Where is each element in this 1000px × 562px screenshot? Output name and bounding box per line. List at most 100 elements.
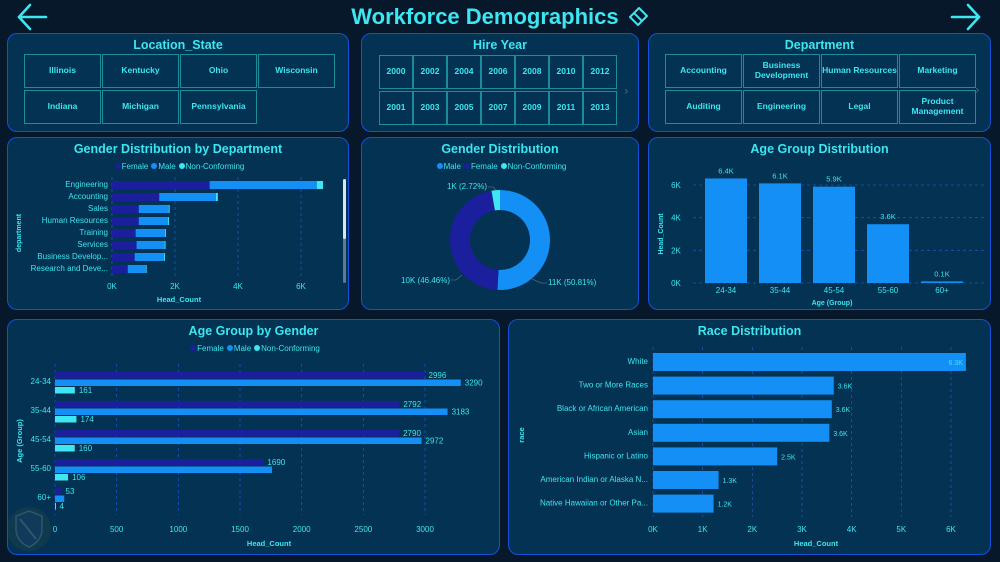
- bar-non-conforming-training: [164, 229, 166, 237]
- slicer-item-wisconsin[interactable]: Wisconsin: [258, 54, 335, 88]
- legend-item-female[interactable]: Female: [112, 162, 148, 171]
- slicer-item-2006[interactable]: 2006: [481, 55, 515, 89]
- arrow-left-icon[interactable]: [16, 2, 48, 32]
- y-tick-label: Hispanic or Latino: [584, 451, 649, 460]
- chevron-right-icon[interactable]: ›: [624, 84, 629, 98]
- slicer-item-2011[interactable]: 2011: [549, 91, 583, 125]
- x-tick-label: 3K: [797, 525, 807, 534]
- bar-white: [653, 353, 966, 371]
- slicer-item-illinois[interactable]: Illinois: [24, 54, 101, 88]
- legend-item-male[interactable]: Male: [434, 162, 461, 171]
- x-tick-label: 55-60: [878, 286, 899, 295]
- slicer-item-2012[interactable]: 2012: [583, 55, 617, 89]
- bar-35-44: [759, 183, 801, 283]
- bar-non-conforming-engineering: [316, 181, 324, 189]
- legend-item-female[interactable]: Female: [461, 162, 498, 171]
- data-label: 160: [79, 444, 93, 453]
- y-tick-label: Asian: [628, 428, 648, 437]
- x-tick-label: 0: [53, 525, 58, 534]
- slicer-item-indiana[interactable]: Indiana: [24, 90, 101, 124]
- data-label: 6.1K: [772, 171, 787, 180]
- bar-non-conforming-accounting: [215, 193, 218, 201]
- y-tick-label: Research and Deve...: [31, 264, 108, 273]
- bar-female-research-and-deve: [112, 265, 128, 273]
- bar-female-services: [112, 241, 137, 249]
- x-tick-label: 24-34: [716, 286, 737, 295]
- page-title-text: Workforce Demographics: [351, 4, 619, 29]
- slicer-item-accounting[interactable]: Accounting: [665, 54, 742, 88]
- slicer-item-2002[interactable]: 2002: [413, 55, 447, 89]
- x-tick-label: 0K: [107, 282, 117, 291]
- legend-label: Female: [197, 344, 224, 353]
- x-tick-label: 2500: [354, 525, 372, 534]
- legend-item-non-conforming[interactable]: Non-Conforming: [498, 162, 566, 171]
- page-title: Workforce Demographics: [0, 4, 1000, 30]
- donut-slice-female: [450, 190, 499, 290]
- legend-dot-icon: [500, 163, 507, 169]
- slicer-item-2003[interactable]: 2003: [413, 91, 447, 125]
- slicer-item-engineering[interactable]: Engineering: [743, 90, 820, 124]
- eraser-icon[interactable]: [627, 6, 649, 26]
- x-tick-label: 3000: [416, 525, 434, 534]
- data-label: 106: [72, 473, 86, 482]
- bar-female-55-60: [55, 459, 264, 466]
- x-tick-label: 5K: [896, 525, 906, 534]
- data-label: 3.6K: [838, 384, 853, 391]
- legend-item-male[interactable]: Male: [148, 162, 176, 171]
- slicer-item-auditing[interactable]: Auditing: [665, 90, 742, 124]
- y-tick-label: Native Hawaiian or Other Pa...: [540, 499, 648, 508]
- chart-title: Gender Distribution: [441, 142, 559, 156]
- slicer-item-2001[interactable]: 2001: [379, 91, 413, 125]
- legend-dot-icon: [151, 163, 158, 169]
- gender-by-department-panel: Gender Distribution by Department Female…: [7, 137, 349, 310]
- slicer-item-human-resources[interactable]: Human Resources: [821, 54, 898, 88]
- slicer-title: Hire Year: [473, 38, 527, 52]
- y-axis-title: department: [16, 213, 23, 252]
- data-label: 53: [66, 487, 75, 496]
- race-distribution-panel: Race Distribution 0K 1K 2K 3K 4K 5K 6K White 6.3…: [508, 319, 991, 555]
- slicer-item-2013[interactable]: 2013: [583, 91, 617, 125]
- slicer-item-2000[interactable]: 2000: [379, 55, 413, 89]
- shield-logo-icon: [7, 507, 51, 551]
- y-tick-label: 4K: [671, 214, 681, 223]
- slicer-item-2005[interactable]: 2005: [447, 91, 481, 125]
- age-group-distribution-chart: 0K 2K 4K 6K 6.4K 24-34 6.1K 35-44 5.9K 45-54 3.6K 5…: [658, 166, 985, 307]
- slicer-item-2010[interactable]: 2010: [549, 55, 583, 89]
- gender-distribution-chart: 11K (50.81%) 10K (46.46%) 1K (2.72%): [401, 182, 597, 290]
- slicer-item-pennsylvania[interactable]: Pennsylvania: [180, 90, 257, 124]
- slicer-item-marketing[interactable]: Marketing: [899, 54, 976, 88]
- x-tick-label: 0K: [648, 525, 658, 534]
- slicer-item-legal[interactable]: Legal: [821, 90, 898, 124]
- bar-female-sales: [112, 205, 139, 213]
- data-label: 161: [79, 386, 93, 395]
- chevron-right-icon[interactable]: ›: [975, 83, 980, 97]
- slicer-item-2009[interactable]: 2009: [515, 91, 549, 125]
- bar-male-24-34: [55, 379, 461, 386]
- slicer-item-2007[interactable]: 2007: [481, 91, 515, 125]
- legend-item-female[interactable]: Female: [187, 344, 224, 353]
- slicer-item-ohio[interactable]: Ohio: [180, 54, 257, 88]
- slicer-item-product-management[interactable]: Product Management: [899, 90, 976, 124]
- legend-item-non-conforming[interactable]: Non-Conforming: [176, 162, 244, 171]
- slicer-item-business-development[interactable]: Business Development: [743, 54, 820, 88]
- scrollbar-thumb[interactable]: [343, 179, 346, 239]
- slicer-item-michigan[interactable]: Michigan: [102, 90, 179, 124]
- bar-male-sales: [138, 205, 169, 213]
- bar-asian: [653, 423, 830, 442]
- y-tick-label: Business Develop...: [37, 252, 108, 261]
- x-tick-label: 500: [110, 525, 124, 534]
- gender-by-department-chart: 0K 2K 4K 6K Engineering Accounting Sales Human …: [16, 177, 346, 304]
- y-tick-label: Training: [79, 228, 108, 237]
- x-tick-label: 2K: [747, 525, 757, 534]
- legend-label: Non-Conforming: [261, 344, 320, 353]
- legend-item-non-conforming[interactable]: Non-Conforming: [251, 344, 320, 353]
- bar-non-conforming-research-and-deve: [146, 265, 147, 273]
- legend-item-male[interactable]: Male: [224, 344, 251, 353]
- arrow-right-icon[interactable]: [950, 2, 982, 32]
- slicer-item-2008[interactable]: 2008: [515, 55, 549, 89]
- x-tick-label: 1000: [169, 525, 187, 534]
- slicer-item-2004[interactable]: 2004: [447, 55, 481, 89]
- y-tick-label: Engineering: [65, 180, 108, 189]
- legend-dot-icon: [178, 163, 185, 169]
- slicer-item-kentucky[interactable]: Kentucky: [102, 54, 179, 88]
